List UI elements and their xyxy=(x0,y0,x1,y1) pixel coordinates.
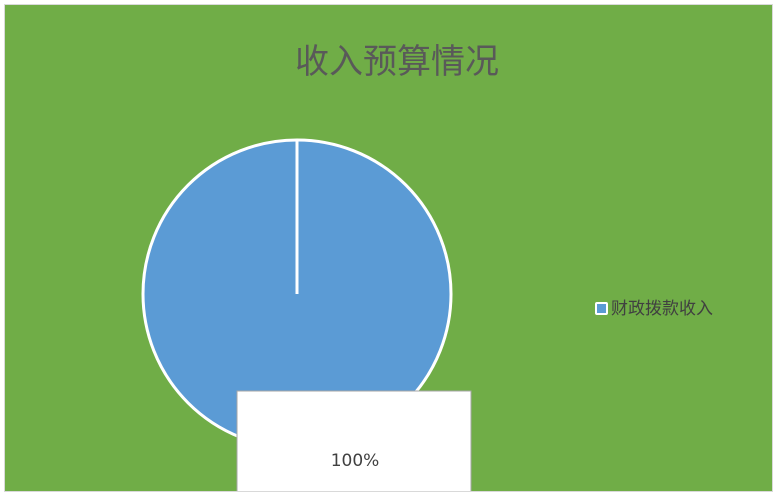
legend: 财政拨款收入 xyxy=(595,299,713,319)
data-label-box: 100% xyxy=(236,390,472,491)
legend-swatch xyxy=(595,302,608,315)
data-label-background xyxy=(236,390,472,491)
legend-label: 财政拨款收入 xyxy=(611,299,713,319)
chart-frame: 收入预算情况 财政拨款收入 100% xyxy=(4,4,773,492)
chart-title: 收入预算情况 xyxy=(295,42,499,82)
pie-chart: 收入预算情况 财政拨款收入 100% xyxy=(5,5,772,491)
data-label-value: 100% xyxy=(331,451,380,471)
